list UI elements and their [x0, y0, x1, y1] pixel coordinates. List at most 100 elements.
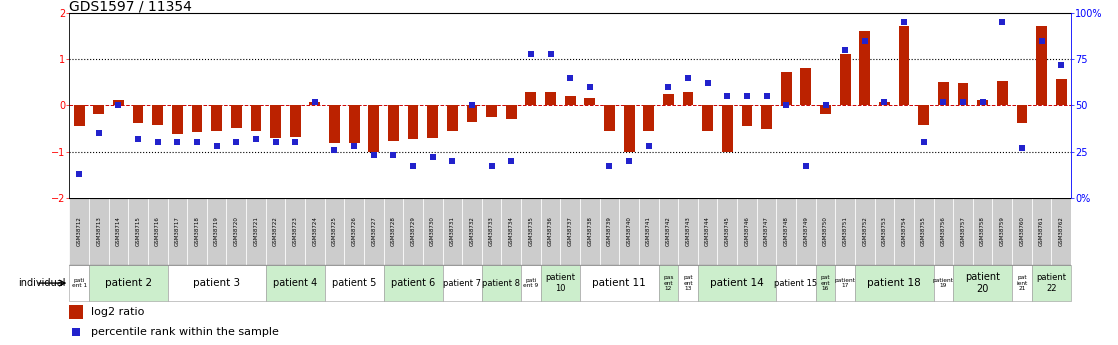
- Bar: [290, 106, 301, 137]
- Text: GSM38730: GSM38730: [430, 216, 435, 246]
- Text: pat
ient
21: pat ient 21: [1016, 275, 1027, 292]
- Bar: [285, 198, 305, 265]
- Bar: [207, 198, 227, 265]
- Text: individual: individual: [19, 278, 66, 288]
- Bar: [187, 198, 207, 265]
- Text: patient
10: patient 10: [546, 273, 576, 293]
- Bar: [383, 198, 404, 265]
- Bar: [604, 106, 615, 131]
- Point: [758, 93, 776, 99]
- Point: [188, 139, 206, 145]
- Bar: [1055, 79, 1067, 106]
- Text: GSM38755: GSM38755: [921, 216, 926, 246]
- Point: [561, 75, 579, 80]
- Bar: [486, 106, 498, 117]
- Bar: [757, 198, 776, 265]
- Text: patient 14: patient 14: [710, 278, 764, 288]
- Bar: [874, 198, 894, 265]
- Text: GSM38719: GSM38719: [215, 216, 219, 246]
- Bar: [821, 106, 831, 114]
- Bar: [466, 106, 477, 121]
- Text: GSM38748: GSM38748: [784, 216, 788, 246]
- Bar: [643, 106, 654, 131]
- Bar: [835, 265, 855, 301]
- Point: [699, 80, 717, 86]
- Text: GSM38746: GSM38746: [745, 216, 749, 246]
- Point: [306, 99, 324, 105]
- Bar: [271, 106, 281, 138]
- Text: GSM38720: GSM38720: [234, 216, 239, 246]
- Text: GSM38714: GSM38714: [116, 216, 121, 246]
- Text: patient 2: patient 2: [105, 278, 152, 288]
- Bar: [585, 98, 595, 106]
- Bar: [580, 198, 599, 265]
- Text: GSM38713: GSM38713: [96, 216, 102, 246]
- Text: GSM38735: GSM38735: [529, 216, 533, 246]
- Point: [463, 103, 481, 108]
- Point: [600, 164, 618, 169]
- Bar: [546, 91, 556, 106]
- Text: GSM38724: GSM38724: [312, 216, 318, 246]
- Text: GSM38738: GSM38738: [587, 216, 593, 246]
- Bar: [1032, 265, 1071, 301]
- Text: GSM38737: GSM38737: [568, 216, 572, 246]
- Point: [581, 84, 599, 90]
- Bar: [683, 92, 693, 106]
- Bar: [191, 106, 202, 132]
- Bar: [776, 265, 816, 301]
- Bar: [388, 106, 399, 141]
- Text: GSM38734: GSM38734: [509, 216, 514, 246]
- Bar: [638, 198, 659, 265]
- Bar: [993, 198, 1012, 265]
- Text: GSM38757: GSM38757: [960, 216, 966, 246]
- Bar: [934, 265, 954, 301]
- Text: pati
ent 1: pati ent 1: [72, 278, 87, 288]
- Text: percentile rank within the sample: percentile rank within the sample: [91, 327, 278, 337]
- Bar: [521, 265, 541, 301]
- Bar: [698, 265, 776, 301]
- Bar: [344, 198, 364, 265]
- Bar: [958, 83, 968, 106]
- Text: GDS1597 / 11354: GDS1597 / 11354: [69, 0, 192, 13]
- Point: [522, 51, 540, 57]
- Text: patient
20: patient 20: [965, 272, 1001, 294]
- Bar: [482, 198, 502, 265]
- Bar: [505, 106, 517, 119]
- Text: patient 8: patient 8: [483, 278, 521, 288]
- Bar: [1012, 198, 1032, 265]
- Text: GSM38749: GSM38749: [804, 216, 808, 246]
- Bar: [835, 198, 855, 265]
- Point: [935, 99, 953, 105]
- Text: patient
17: patient 17: [835, 278, 855, 288]
- Text: GSM38762: GSM38762: [1059, 216, 1063, 246]
- Bar: [305, 198, 324, 265]
- Point: [1052, 62, 1070, 68]
- Point: [325, 147, 343, 152]
- Bar: [761, 106, 773, 129]
- Bar: [152, 106, 163, 125]
- Bar: [659, 265, 679, 301]
- Bar: [324, 265, 383, 301]
- Bar: [521, 198, 541, 265]
- Point: [385, 152, 402, 158]
- Point: [110, 103, 127, 108]
- Bar: [954, 198, 973, 265]
- Bar: [800, 68, 812, 106]
- Point: [875, 99, 893, 105]
- Text: GSM38747: GSM38747: [764, 216, 769, 246]
- Point: [247, 136, 265, 141]
- Bar: [231, 106, 241, 128]
- Bar: [266, 198, 285, 265]
- Bar: [443, 265, 482, 301]
- Bar: [133, 106, 143, 123]
- Bar: [541, 198, 560, 265]
- Bar: [737, 198, 757, 265]
- Text: GSM38727: GSM38727: [371, 216, 377, 246]
- Point: [620, 158, 638, 164]
- Bar: [113, 100, 124, 106]
- Text: patient
22: patient 22: [1036, 273, 1067, 293]
- Bar: [879, 102, 890, 106]
- Bar: [129, 198, 148, 265]
- Point: [660, 84, 678, 90]
- Bar: [246, 198, 266, 265]
